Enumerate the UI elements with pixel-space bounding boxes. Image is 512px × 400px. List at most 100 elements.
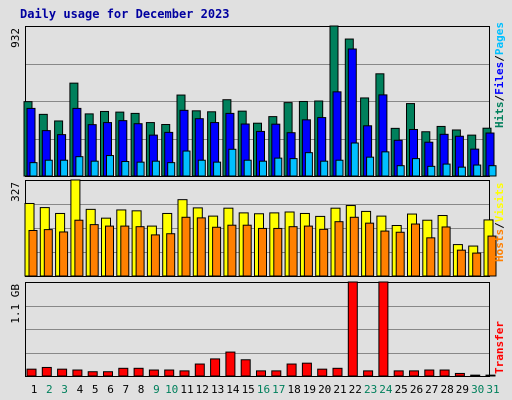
day-tick-8: 8 xyxy=(138,383,145,396)
pages-bar-13 xyxy=(213,161,222,177)
day-tick-7: 7 xyxy=(122,383,129,396)
hosts-bar-25 xyxy=(395,231,405,277)
hosts-bar-14 xyxy=(227,224,237,277)
day-tick-21: 21 xyxy=(333,383,346,396)
hits-panel-legend-pages: Pages xyxy=(493,22,506,55)
transfer-bar-2 xyxy=(41,366,52,377)
day-tick-23: 23 xyxy=(364,383,377,396)
transfer-bar-31 xyxy=(485,374,496,377)
transfer-bar-5 xyxy=(87,371,98,377)
transfer-panel-y-max-label: 1.1 GB xyxy=(9,284,22,324)
day-tick-13: 13 xyxy=(211,383,224,396)
hits-panel-legend-files: Files xyxy=(493,62,506,95)
visits-panel-y-max-label: 327 xyxy=(9,182,22,202)
transfer-bar-23 xyxy=(363,370,374,377)
hits-panel-legend: Hits/Files/Pages xyxy=(493,22,506,128)
pages-bar-17 xyxy=(274,157,283,177)
pages-bar-2 xyxy=(44,159,53,177)
pages-bar-18 xyxy=(289,158,298,177)
transfer-bar-19 xyxy=(301,362,312,377)
day-tick-6: 6 xyxy=(107,383,114,396)
hosts-bar-17 xyxy=(273,227,283,277)
pages-bar-26 xyxy=(412,158,420,177)
pages-bar-19 xyxy=(304,152,313,177)
transfer-bar-4 xyxy=(72,369,83,377)
transfer-bar-18 xyxy=(286,363,297,377)
hosts-bar-23 xyxy=(365,222,375,277)
hosts-bar-30 xyxy=(472,252,482,277)
pages-bar-16 xyxy=(259,160,267,177)
pages-bar-1 xyxy=(29,162,38,177)
pages-bar-9 xyxy=(151,160,160,177)
day-tick-2: 2 xyxy=(46,383,53,396)
hosts-bar-13 xyxy=(212,226,222,277)
hosts-bar-31 xyxy=(487,235,497,277)
day-tick-1: 1 xyxy=(31,383,38,396)
hosts-bar-11 xyxy=(181,216,191,277)
hosts-bar-9 xyxy=(150,234,160,277)
transfer-bar-21 xyxy=(332,367,343,377)
visits-panel-legend-hosts: Hosts xyxy=(493,229,506,262)
hosts-bar-28 xyxy=(441,226,451,277)
hosts-bar-21 xyxy=(334,221,344,277)
pages-bar-23 xyxy=(366,156,375,177)
hosts-bar-3 xyxy=(59,231,69,277)
pages-bar-8 xyxy=(136,161,145,177)
hosts-bar-22 xyxy=(349,216,359,277)
pages-bar-3 xyxy=(60,159,69,177)
day-tick-11: 11 xyxy=(180,383,193,396)
day-tick-15: 15 xyxy=(242,383,255,396)
transfer-panel-legend-transfer: Transfer xyxy=(493,321,506,374)
day-tick-3: 3 xyxy=(61,383,68,396)
transfer-bar-6 xyxy=(103,371,113,377)
hosts-bar-1 xyxy=(28,229,38,277)
day-tick-24: 24 xyxy=(379,383,393,396)
transfer-bar-24 xyxy=(378,281,389,377)
pages-bar-12 xyxy=(197,159,206,177)
hits-panel-legend-hits: Hits xyxy=(493,102,506,129)
day-tick-22: 22 xyxy=(349,383,362,396)
pages-bar-24 xyxy=(381,151,390,177)
pages-bar-6 xyxy=(106,155,114,177)
transfer-panel-legend: Transfer xyxy=(493,321,506,374)
pages-bar-4 xyxy=(75,156,84,177)
pages-bar-21 xyxy=(335,159,344,177)
transfer-bar-30 xyxy=(470,374,481,377)
transfer-bar-29 xyxy=(454,372,465,377)
pages-bar-15 xyxy=(243,159,252,177)
day-tick-25: 25 xyxy=(395,383,408,396)
hosts-bar-7 xyxy=(120,225,130,277)
hosts-bar-15 xyxy=(242,224,252,277)
hosts-bar-29 xyxy=(456,249,466,277)
pages-bar-22 xyxy=(350,142,359,177)
transfer-bar-25 xyxy=(393,370,404,377)
hosts-bar-16 xyxy=(258,227,267,277)
hits-panel-y-max-label: 932 xyxy=(9,28,22,48)
transfer-bar-28 xyxy=(439,369,450,377)
transfer-bar-17 xyxy=(271,370,282,377)
transfer-bar-1 xyxy=(26,368,37,377)
pages-bar-14 xyxy=(228,148,237,177)
transfer-bar-9 xyxy=(148,369,159,377)
day-tick-4: 4 xyxy=(77,383,84,396)
day-tick-18: 18 xyxy=(287,383,300,396)
pages-bar-20 xyxy=(320,160,329,177)
transfer-bar-11 xyxy=(179,370,190,377)
pages-bar-7 xyxy=(121,161,130,177)
pages-bar-30 xyxy=(473,164,482,177)
hosts-bar-26 xyxy=(411,223,420,277)
transfer-bar-14 xyxy=(225,351,236,377)
transfer-bar-16 xyxy=(256,370,266,377)
hosts-bar-2 xyxy=(43,229,53,277)
transfer-bar-3 xyxy=(57,368,68,377)
pages-bar-28 xyxy=(442,163,451,177)
day-tick-28: 28 xyxy=(440,383,453,396)
day-tick-19: 19 xyxy=(303,383,316,396)
hosts-bar-27 xyxy=(426,237,436,277)
pages-bar-31 xyxy=(488,165,497,177)
day-tick-27: 27 xyxy=(425,383,438,396)
pages-bar-5 xyxy=(90,160,99,177)
day-tick-17: 17 xyxy=(272,383,285,396)
pages-bar-25 xyxy=(396,165,405,177)
chart-title: Daily usage for December 2023 xyxy=(20,7,230,21)
